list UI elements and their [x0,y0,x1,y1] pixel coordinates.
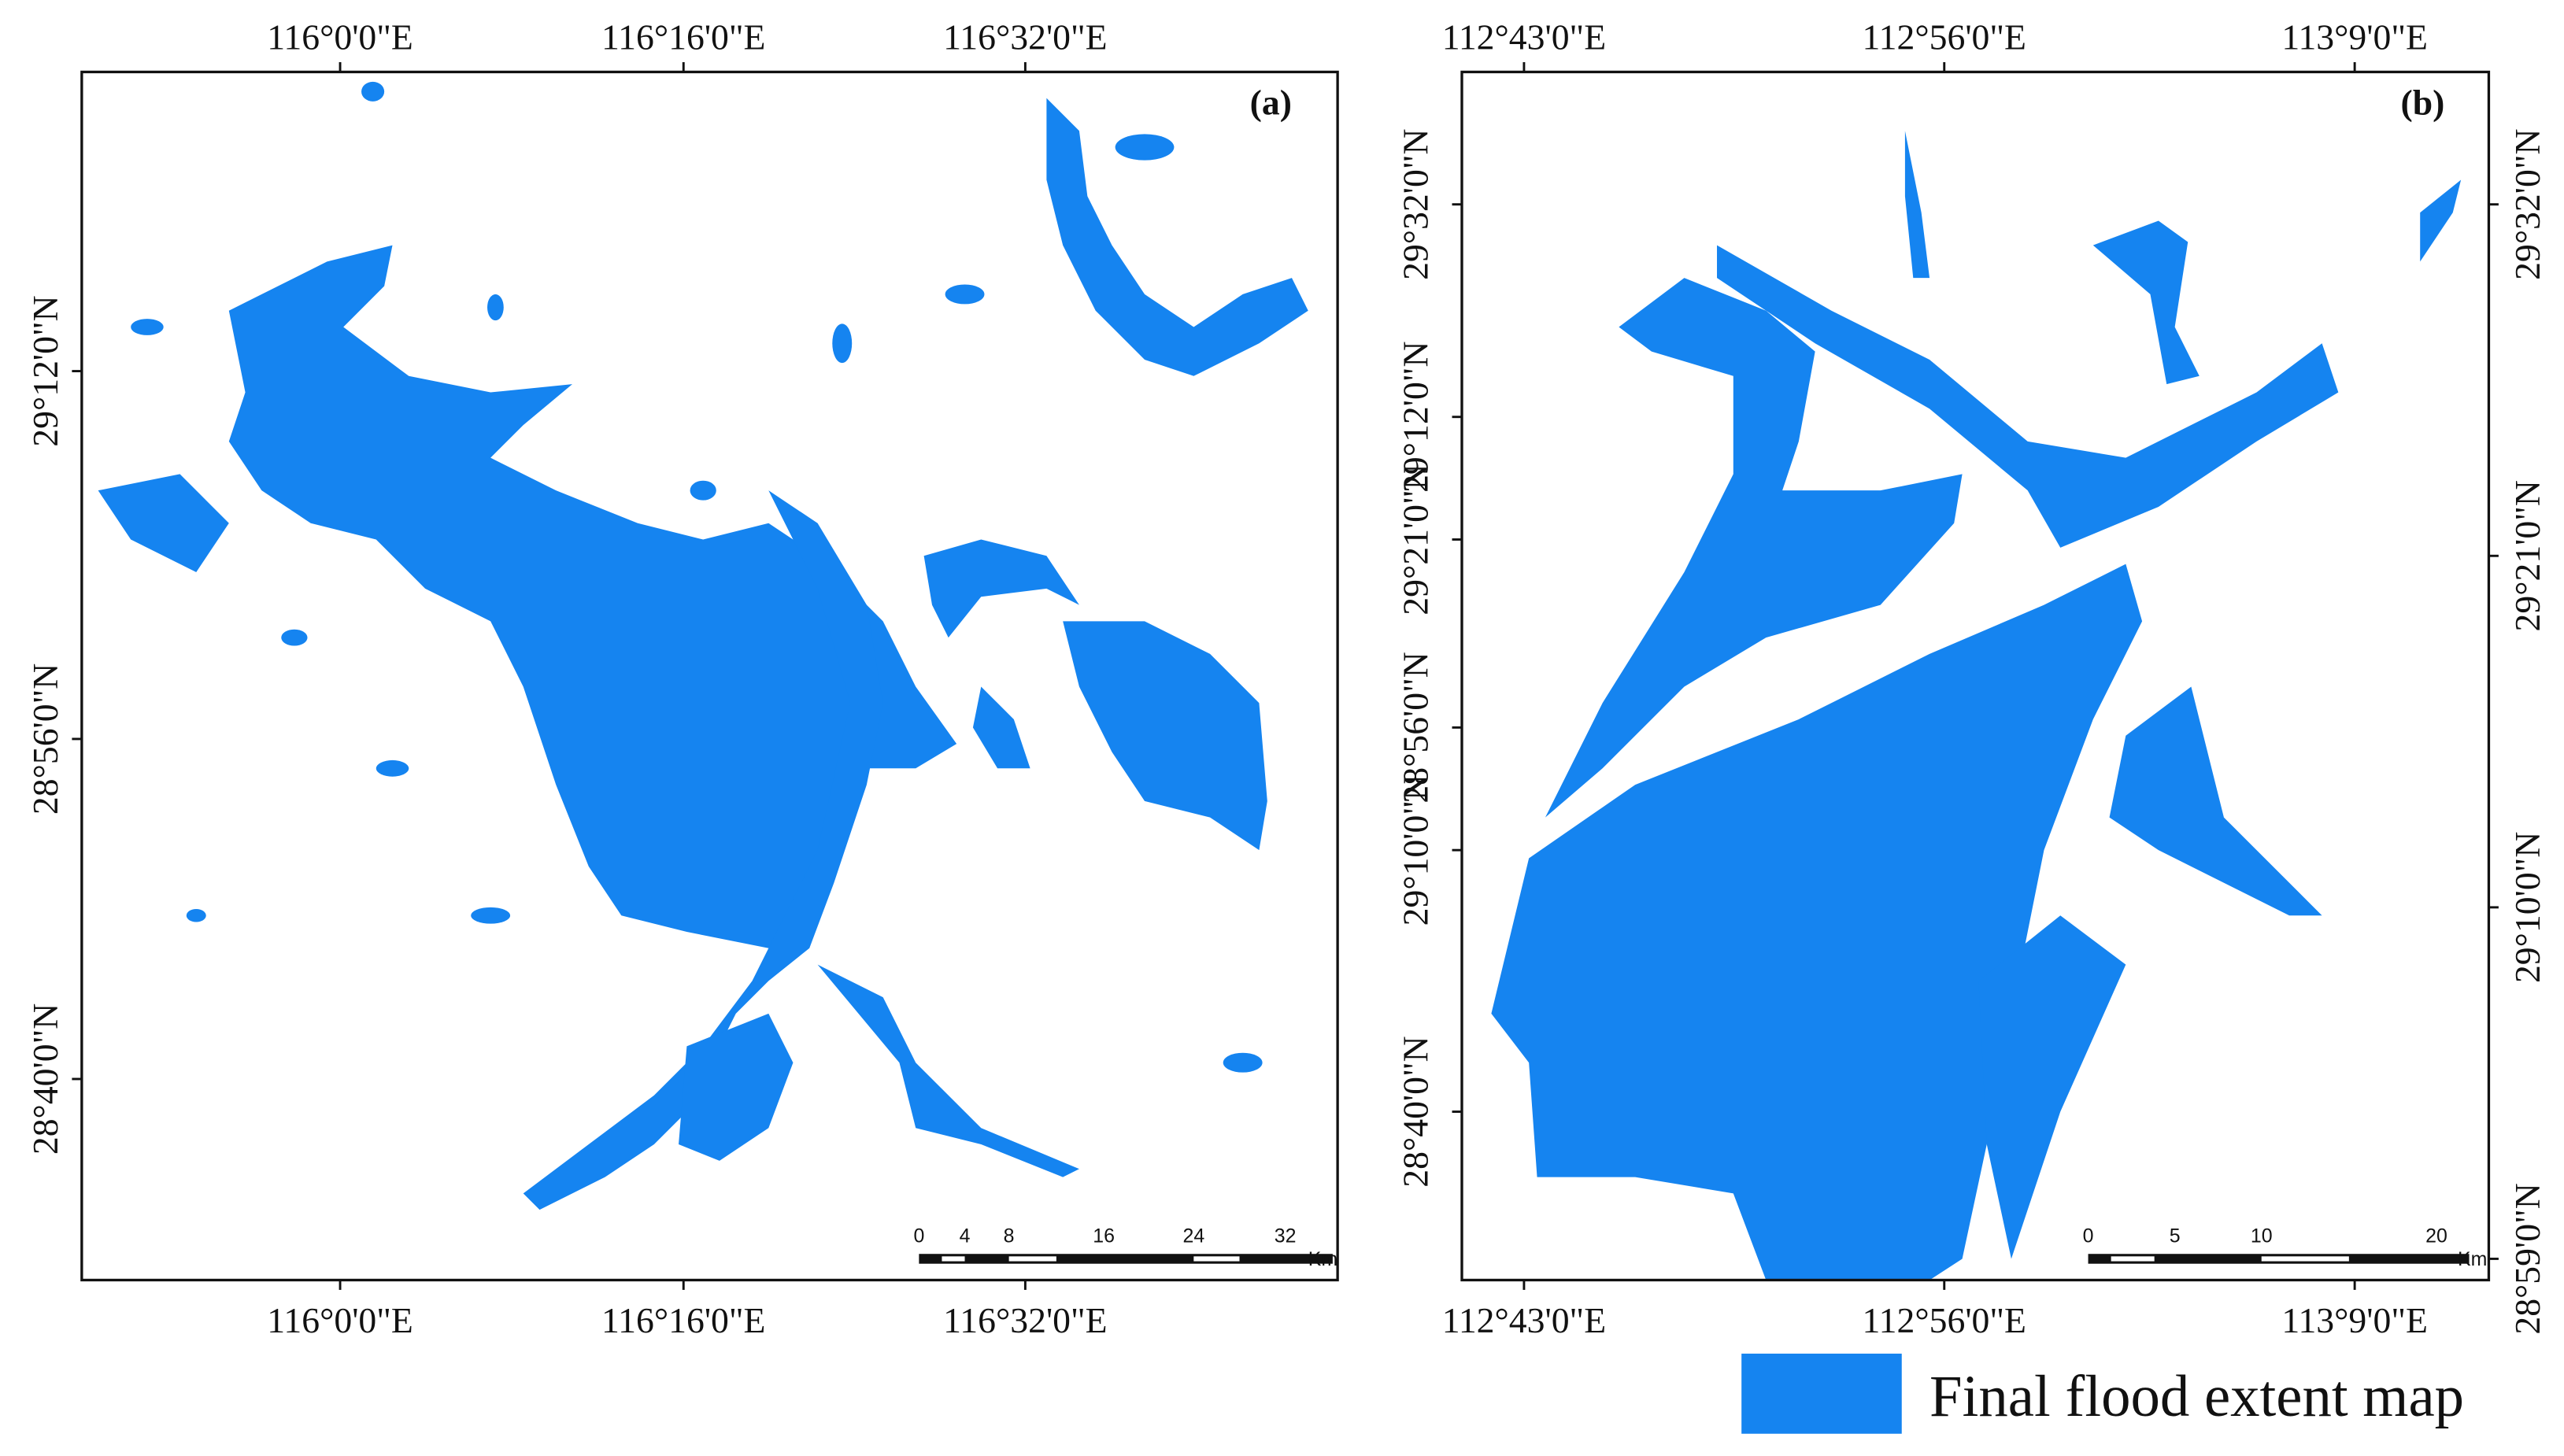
lon-label: 116°32'0"E [943,17,1107,57]
scale-seg [1193,1256,1240,1262]
lon-label: 116°0'0"E [267,1300,413,1340]
lon-label: 116°32'0"E [943,1300,1107,1340]
scale-label: 20 [2425,1225,2447,1247]
flood-a [98,81,1308,1210]
scale-label: 10 [2251,1225,2273,1247]
lon-label: 113°9'0"E [2281,17,2428,57]
scale-seg [2111,1256,2155,1262]
scale-label: 5 [2170,1225,2181,1247]
frame-a [80,70,1339,1282]
lon-label: 112°56'0"E [1863,1300,2026,1340]
lat-label: 29°32'0"N [1395,128,1435,279]
scale-bar [919,1254,1333,1264]
lat-label: 28°56'0"N [1395,652,1435,803]
legend-label: Final flood extent map [1929,1364,2464,1429]
scale-label: 0 [2083,1225,2094,1247]
panel-label: (a) [1250,82,1292,122]
lon-label: 112°43'0"E [1442,1300,1606,1340]
lat-label: 29°21'0"N [1395,464,1435,615]
lat-label: 29°12'0"N [25,295,65,446]
lat-label: 29°10'0"N [1395,774,1435,926]
lat-label: 29°10'0"N [2507,832,2547,983]
scale-unit: Km [1308,1248,1337,1270]
lon-label: 116°0'0"E [267,17,413,57]
lon-label: 112°56'0"E [1863,17,2026,57]
lat-label: 28°56'0"N [25,663,65,815]
scale-seg [942,1256,965,1262]
lon-label: 113°9'0"E [2281,1300,2428,1340]
panel-label: (b) [2401,82,2445,122]
frame-b [1460,70,2491,1282]
lat-label: 28°40'0"N [25,1003,65,1155]
lon-label: 112°43'0"E [1442,17,1606,57]
scale-label: 24 [1182,1225,1204,1247]
lat-label: 28°40'0"N [1395,1036,1435,1187]
scale-label: 0 [913,1225,924,1247]
lon-label: 116°16'0"E [601,17,765,57]
annotations: (a) 116°0'0"E 116°0'0"E 116°16'0"E 116°16'0"… [25,17,2547,1340]
flood-b [1491,131,2462,1280]
lat-label: 28°59'0"N [2507,1183,2547,1334]
lat-label: 29°21'0"N [2507,480,2547,631]
scale-label: 32 [1275,1225,1297,1247]
scale-unit: Km [2458,1248,2487,1270]
lon-label: 116°16'0"E [601,1300,765,1340]
scale-label: 16 [1093,1225,1115,1247]
scale-label: 8 [1004,1225,1015,1247]
scale-seg [2261,1256,2349,1262]
scale-label: 4 [960,1225,971,1247]
lat-label: 29°12'0"N [1395,342,1435,493]
legend-swatch [1741,1353,1902,1434]
lat-label: 29°32'0"N [2507,128,2547,279]
scale-seg [1008,1256,1056,1262]
